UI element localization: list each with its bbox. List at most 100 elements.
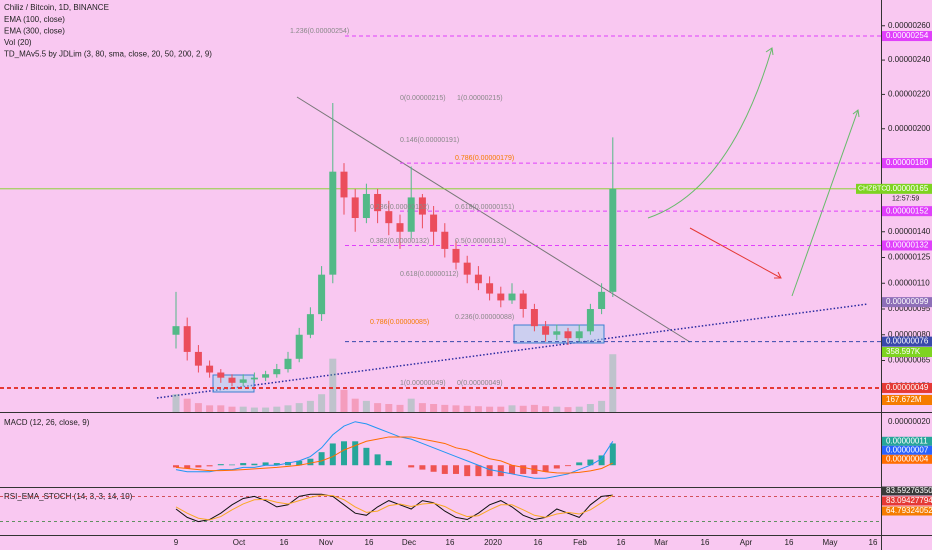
candle-body	[318, 274, 326, 315]
volume-bar	[228, 406, 236, 412]
price-tag-label: 0.00000254	[886, 31, 929, 40]
candle-body	[463, 262, 471, 275]
candle-body	[273, 369, 281, 375]
pane-title: MACD (12, 26, close, 9)	[4, 418, 90, 427]
volume-bar	[530, 404, 538, 412]
annotation: 0.786(0.00000179)	[455, 155, 514, 162]
candle-body	[194, 351, 202, 366]
arrow-head	[774, 271, 782, 279]
histogram-bar	[307, 458, 314, 466]
annotation: 1(0.00000049)	[400, 380, 446, 387]
symbol-label: CHZBTC	[858, 186, 886, 193]
volume-bar	[407, 398, 415, 412]
histogram-bar	[173, 465, 179, 468]
candle-body	[474, 274, 482, 284]
volume-bar	[418, 403, 426, 412]
x-tick-label: Nov	[319, 538, 333, 547]
price-tag	[882, 436, 932, 446]
volume-bar	[217, 405, 225, 412]
price-tag-label: 83.09427794	[886, 496, 932, 505]
candle-body	[530, 309, 538, 327]
y-tick-label: 0.00000260	[888, 21, 931, 30]
volume-bar	[463, 405, 471, 412]
volume-bar	[295, 403, 303, 412]
x-tick-label: 9	[174, 538, 179, 547]
price-tag	[882, 31, 932, 42]
volume-bar	[396, 404, 404, 412]
annotation: 0.382(0.00000132)	[370, 238, 429, 245]
candle-body	[172, 326, 180, 335]
x-tick-label: May	[822, 538, 837, 547]
histogram-bar	[240, 463, 247, 466]
histogram-bar	[385, 460, 392, 466]
candle-body	[542, 326, 550, 335]
histogram-bar	[285, 461, 291, 466]
volume-bar	[497, 406, 505, 412]
box	[212, 374, 255, 393]
candle-body	[452, 248, 460, 263]
candle-body	[262, 374, 270, 378]
indicator-line	[175, 493, 613, 523]
x-tick-label: Apr	[740, 538, 753, 547]
price-tag	[882, 297, 932, 308]
volume-bar	[542, 406, 550, 412]
volume-bar	[318, 394, 326, 412]
annotation: 0.618(0.00000151)	[455, 204, 514, 211]
price-tag-label: 64.79324052	[886, 506, 932, 515]
price-tag	[882, 506, 932, 516]
volume-bar	[351, 398, 359, 412]
histogram-bar	[441, 465, 448, 474]
histogram-bar	[542, 465, 549, 472]
price-tag	[882, 486, 932, 496]
price-tag-label: 0.00000011	[886, 436, 928, 445]
price-tag	[882, 445, 932, 455]
candle-body	[250, 377, 258, 380]
candle-body	[295, 334, 303, 359]
candle-body	[340, 171, 348, 198]
histogram-bar	[184, 465, 191, 469]
volume-bar	[329, 358, 337, 412]
arrow	[647, 47, 773, 219]
y-tick-label: 0.00000125	[888, 253, 931, 262]
volume-bar	[586, 404, 594, 412]
annotation: 0.786(0.00000085)	[370, 319, 429, 326]
candle-body	[396, 223, 404, 232]
candle-body	[228, 377, 236, 383]
candle-body	[306, 314, 314, 335]
indicator-line	[175, 436, 614, 474]
candle-body	[183, 326, 191, 352]
volume-bar	[262, 407, 270, 412]
histogram-bar	[587, 459, 594, 466]
indicator-label: TD_MAv5.5 by JDLim (3, 80, sma, close, 2…	[4, 50, 212, 59]
histogram-bar	[341, 441, 347, 466]
candle-body	[519, 293, 527, 309]
y-tick-label: 0.00000110	[888, 278, 930, 287]
volume-bar	[564, 407, 572, 412]
price-tag-label: 0.00000049	[886, 383, 929, 392]
y-tick-label: 0.00000080	[888, 330, 931, 339]
candle-body	[441, 231, 449, 249]
x-tick-label: 16	[365, 538, 374, 547]
arrow	[791, 109, 859, 297]
volume-bar	[519, 405, 527, 412]
y-tick-label: 0.00000140	[888, 227, 931, 236]
x-tick-label: 16	[785, 538, 794, 547]
indicator-line	[175, 494, 614, 521]
price-tag-label: 0.00000152	[886, 206, 929, 215]
candle-body	[497, 293, 505, 301]
x-tick-label: Mar	[654, 538, 668, 547]
price-tag-label: 0.00000007	[886, 445, 929, 454]
histogram-bar	[273, 463, 280, 466]
price-tag	[882, 395, 932, 405]
y-tick-label: 0.00000065	[888, 356, 931, 365]
x-tick-label: Feb	[573, 538, 587, 547]
layer: Chiliz / Bitcoin, 1D, BINANCE EMA (100, c…	[0, 3, 931, 547]
histogram-bar	[430, 465, 437, 472]
arrow	[689, 227, 782, 279]
price-tag-label: 358.597K	[886, 347, 921, 356]
histogram-bar	[464, 465, 471, 477]
annotation: 0.146(0.00000191)	[400, 137, 459, 144]
candle-body	[351, 197, 359, 219]
histogram-bar	[318, 452, 325, 466]
